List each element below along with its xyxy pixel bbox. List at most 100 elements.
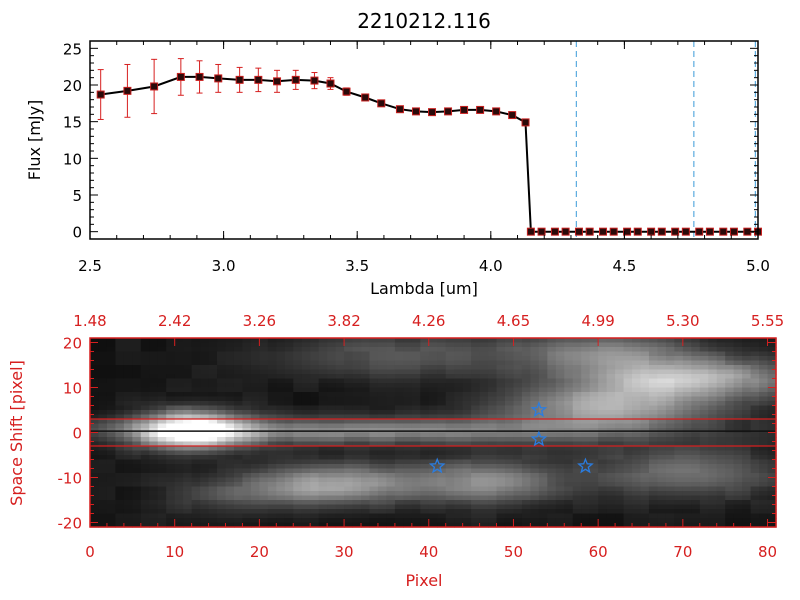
heatmap-cell bbox=[665, 405, 675, 411]
heatmap-cell bbox=[132, 392, 142, 398]
heatmap-cell bbox=[555, 432, 565, 438]
heatmap-cell bbox=[742, 459, 752, 465]
heatmap-cell bbox=[691, 401, 701, 407]
heatmap-cell bbox=[115, 423, 125, 429]
heatmap-cell bbox=[623, 338, 633, 344]
heatmap-cell bbox=[106, 450, 117, 456]
heatmap-cell bbox=[361, 356, 371, 362]
heatmap-cell bbox=[428, 423, 438, 429]
heatmap-cell bbox=[361, 464, 371, 470]
heatmap-cell bbox=[200, 509, 210, 515]
heatmap-cell bbox=[530, 396, 540, 402]
heatmap-cell bbox=[123, 459, 133, 465]
heatmap-cell bbox=[344, 459, 354, 465]
heatmap-cell bbox=[742, 455, 752, 461]
heatmap-cell bbox=[759, 495, 769, 501]
heatmap-cell bbox=[632, 374, 642, 380]
heatmap-cell bbox=[691, 522, 701, 528]
heatmap-cell bbox=[377, 356, 388, 362]
heatmap-cell bbox=[488, 486, 498, 492]
heatmap-cell bbox=[276, 522, 286, 528]
heatmap-cell bbox=[149, 387, 159, 393]
heatmap-cell bbox=[657, 365, 667, 371]
heatmap-cell bbox=[327, 423, 337, 429]
heatmap-cell bbox=[488, 432, 498, 438]
img-x-tick-label: 20 bbox=[250, 543, 269, 561]
heatmap-cell bbox=[301, 396, 311, 402]
heatmap-cell bbox=[157, 414, 167, 420]
heatmap-cell bbox=[327, 491, 337, 497]
heatmap-cell bbox=[386, 509, 396, 515]
heatmap-cell bbox=[657, 419, 667, 425]
heatmap-cell bbox=[547, 459, 557, 465]
heatmap-cell bbox=[674, 522, 684, 528]
heatmap-cell bbox=[327, 365, 337, 371]
heatmap-cell bbox=[310, 338, 320, 344]
heatmap-cell bbox=[115, 414, 125, 420]
heatmap-cell bbox=[454, 504, 464, 510]
heatmap-cell bbox=[504, 477, 515, 483]
heatmap-cell bbox=[174, 369, 184, 375]
heatmap-cell bbox=[310, 473, 320, 479]
heatmap-cell bbox=[377, 396, 388, 402]
heatmap-cell bbox=[166, 432, 176, 438]
heatmap-cell bbox=[225, 396, 235, 402]
heatmap-cell bbox=[462, 369, 472, 375]
heatmap-cell bbox=[598, 446, 608, 452]
heatmap-cell bbox=[530, 374, 540, 380]
heatmap-cell bbox=[708, 347, 718, 353]
heatmap-cell bbox=[233, 504, 244, 510]
heatmap-cell bbox=[132, 369, 142, 375]
heatmap-cell bbox=[208, 351, 218, 357]
heatmap-cell bbox=[471, 513, 481, 519]
heatmap-cell bbox=[454, 392, 464, 398]
heatmap-cell bbox=[217, 441, 227, 447]
heatmap-cell bbox=[682, 369, 692, 375]
heatmap-cell bbox=[606, 383, 616, 389]
heatmap-cell bbox=[606, 360, 616, 366]
heatmap-cell bbox=[572, 342, 582, 348]
heatmap-cell bbox=[327, 369, 337, 375]
heatmap-cell bbox=[276, 459, 286, 465]
heatmap-cell bbox=[386, 513, 396, 519]
heatmap-cell bbox=[682, 437, 692, 443]
heatmap-cell bbox=[191, 500, 201, 506]
heatmap-cell bbox=[149, 504, 159, 510]
heatmap-cell bbox=[276, 360, 286, 366]
heatmap-cell bbox=[615, 338, 625, 344]
heatmap-cell bbox=[640, 468, 650, 474]
heatmap-cell bbox=[191, 392, 201, 398]
heatmap-cell bbox=[344, 347, 354, 353]
heatmap-cell bbox=[377, 378, 388, 384]
heatmap-cell bbox=[674, 432, 684, 438]
heatmap-cell bbox=[191, 410, 201, 416]
heatmap-cell bbox=[259, 522, 269, 528]
heatmap-cell bbox=[259, 401, 269, 407]
heatmap-cell bbox=[623, 495, 633, 501]
heatmap-cell bbox=[682, 522, 692, 528]
heatmap-cell bbox=[555, 477, 565, 483]
heatmap-cell bbox=[166, 509, 176, 515]
heatmap-cell bbox=[140, 468, 150, 474]
heatmap-cell bbox=[674, 405, 684, 411]
heatmap-cell bbox=[386, 468, 396, 474]
heatmap-cell bbox=[682, 468, 692, 474]
heatmap-cell bbox=[157, 387, 167, 393]
heatmap-cell bbox=[344, 356, 354, 362]
heatmap-cell bbox=[759, 491, 769, 497]
heatmap-cell bbox=[403, 513, 413, 519]
heatmap-cell bbox=[132, 387, 142, 393]
heatmap-cell bbox=[166, 369, 176, 375]
heatmap-cell bbox=[394, 432, 404, 438]
heatmap-cell bbox=[259, 486, 269, 492]
heatmap-cell bbox=[682, 383, 692, 389]
heatmap-cell bbox=[301, 360, 311, 366]
heatmap-cell bbox=[767, 387, 777, 393]
heatmap-cell bbox=[606, 365, 616, 371]
heatmap-cell bbox=[615, 401, 625, 407]
heatmap-cell bbox=[665, 504, 675, 510]
heatmap-cell bbox=[564, 459, 574, 465]
heatmap-cell bbox=[691, 365, 701, 371]
heatmap-cell bbox=[90, 504, 100, 510]
heatmap-cell bbox=[564, 495, 574, 501]
